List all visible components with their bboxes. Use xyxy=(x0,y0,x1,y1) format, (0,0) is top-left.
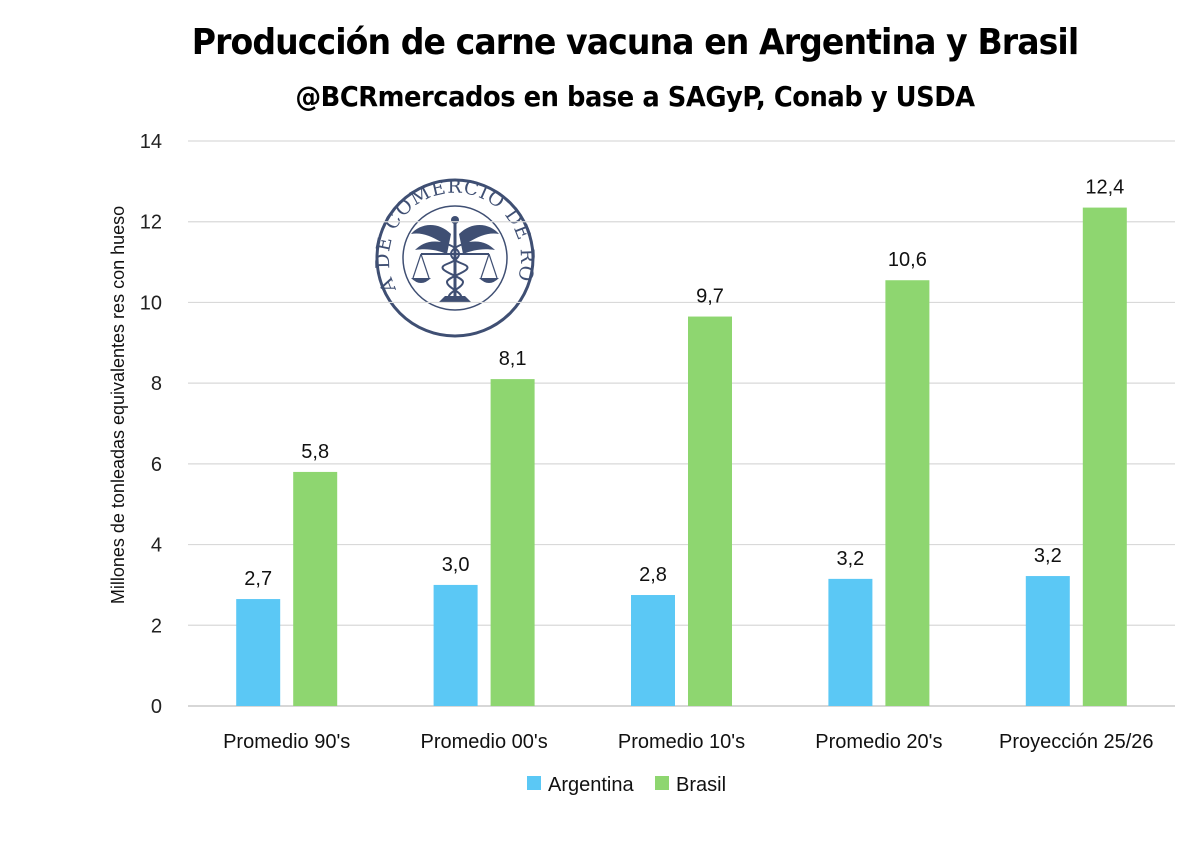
x-category-label: Promedio 20's xyxy=(815,731,942,753)
bar-brasil-2 xyxy=(688,316,732,706)
y-axis-label: Millones de tonleadas equivalentes res c… xyxy=(108,206,128,604)
data-label-brasil-0: 5,8 xyxy=(301,441,329,463)
legend-swatch-brasil xyxy=(655,776,669,790)
x-category-label: Promedio 10's xyxy=(618,731,745,753)
bar-argentina-3 xyxy=(828,578,873,706)
data-label-brasil-4: 12,4 xyxy=(1085,177,1124,199)
bar-argentina-1 xyxy=(433,584,478,706)
data-label-argentina-4: 3,2 xyxy=(1034,545,1062,567)
y-tick-label: 6 xyxy=(151,454,162,476)
y-tick-label: 2 xyxy=(151,615,162,637)
data-labels: 2,7 5,8 3,0 8,1 2,8 9,7 3,2 10,6 3,2 12,4 xyxy=(244,177,1124,590)
x-category-label: Proyección 25/26 xyxy=(999,731,1154,753)
data-label-brasil-1: 8,1 xyxy=(499,348,527,370)
legend-swatch-argentina xyxy=(527,776,541,790)
data-label-brasil-3: 10,6 xyxy=(888,249,927,271)
y-tick-label: 8 xyxy=(151,373,162,395)
bar-brasil-1 xyxy=(490,379,535,706)
data-label-argentina-0: 2,7 xyxy=(244,568,272,590)
x-category-label: Promedio 90's xyxy=(223,731,350,753)
legend-label-argentina: Argentina xyxy=(548,774,634,796)
y-tick-label: 12 xyxy=(140,212,162,234)
grid-lines xyxy=(188,140,1175,707)
bolsa-comercio-rosario-seal: BOLSA DE COMERCIO DE ROSARIO xyxy=(372,176,537,338)
bar-argentina-2 xyxy=(631,595,675,706)
y-tick-label: 0 xyxy=(151,696,162,718)
legend: Argentina Brasil xyxy=(527,774,726,796)
bar-brasil-3 xyxy=(885,280,930,706)
axes: 0 2 4 6 8 10 12 14 Millones de tonleadas equival… xyxy=(108,131,1154,753)
data-label-argentina-1: 3,0 xyxy=(442,554,470,576)
y-tick-label: 4 xyxy=(151,535,162,557)
bar-argentina-0 xyxy=(236,599,281,706)
legend-label-brasil: Brasil xyxy=(676,774,726,796)
bar-argentina-4 xyxy=(1025,576,1070,706)
data-label-argentina-3: 3,2 xyxy=(836,548,864,570)
chart-subtitle: @BCRmercados en base a SAGyP, Conab y US… xyxy=(295,80,975,113)
chart-title: Producción de carne vacuna en Argentina … xyxy=(191,22,1079,63)
data-label-argentina-2: 2,8 xyxy=(639,564,667,586)
x-category-label: Promedio 00's xyxy=(420,731,547,753)
bars xyxy=(236,207,1127,706)
bar-brasil-4 xyxy=(1082,207,1127,706)
data-label-brasil-2: 9,7 xyxy=(696,286,724,308)
bar-brasil-0 xyxy=(293,471,338,706)
y-tick-label: 14 xyxy=(140,131,162,153)
y-tick-label: 10 xyxy=(140,292,162,314)
